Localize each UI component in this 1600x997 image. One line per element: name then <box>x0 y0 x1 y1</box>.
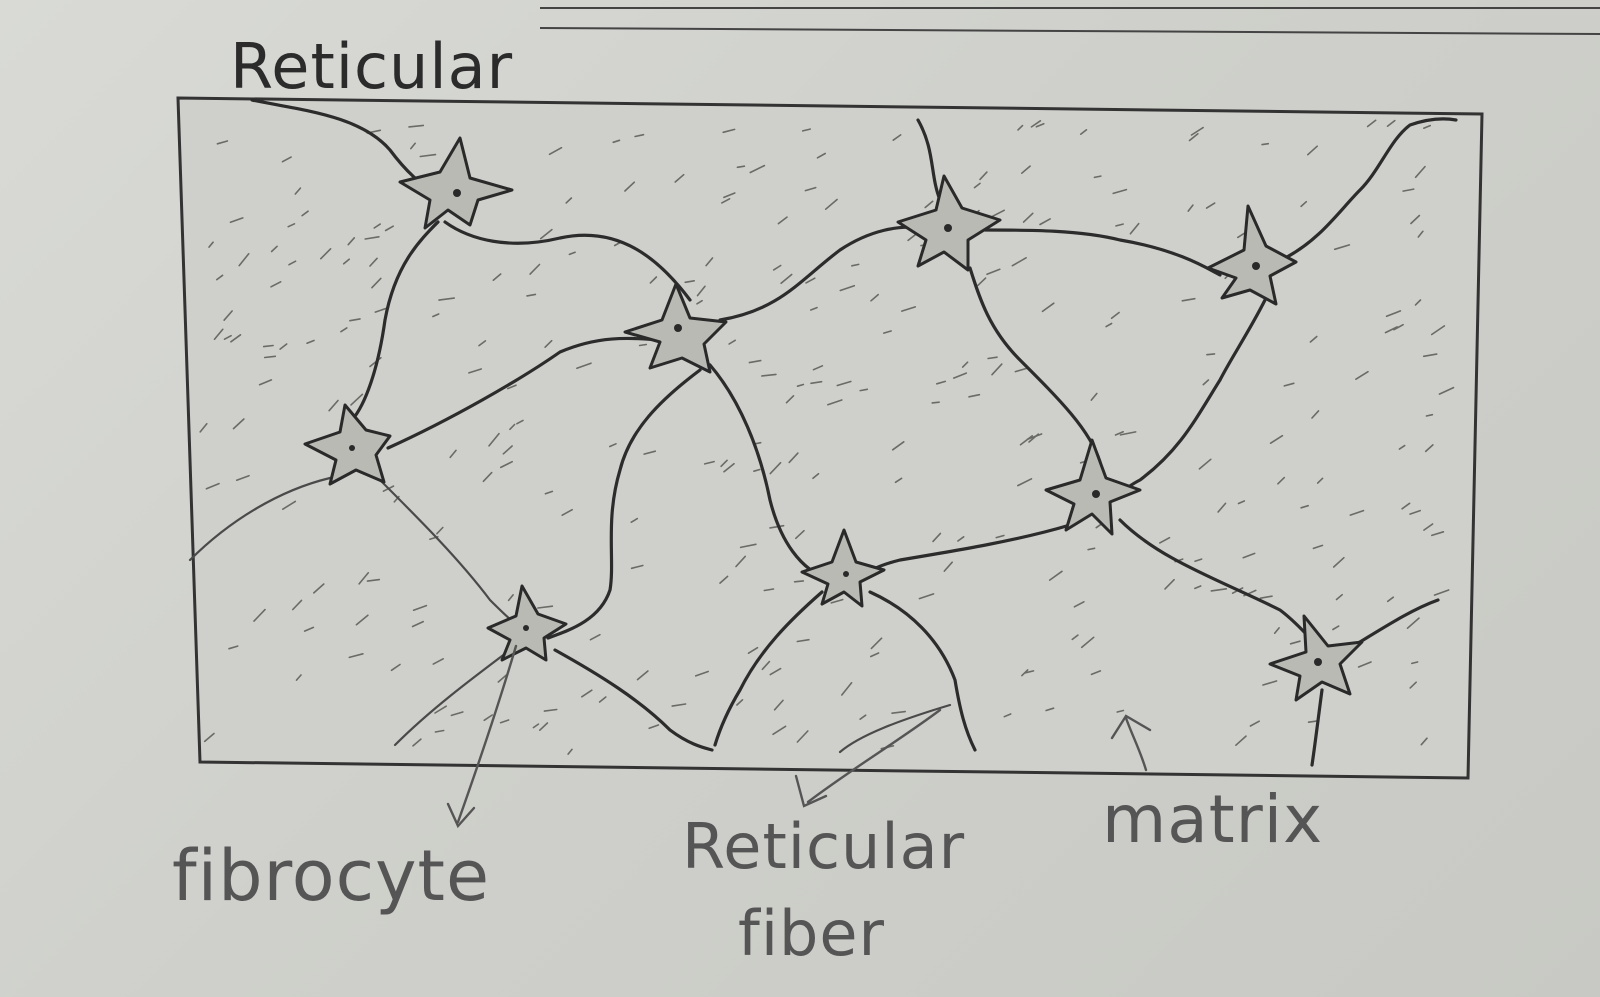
label-reticular-fiber-line1: Reticular <box>682 810 965 883</box>
label-matrix: matrix <box>1102 781 1323 858</box>
matrix-speck <box>264 346 273 347</box>
matrix-speck <box>795 581 804 582</box>
matrix-speck <box>737 166 744 167</box>
matrix-speck <box>1207 354 1215 355</box>
label-reticular-fiber-line2: fiber <box>738 897 885 970</box>
label-fibrocyte: fibrocyte <box>172 835 490 917</box>
ruled-line-second <box>540 28 1600 34</box>
matrix-speck <box>640 345 647 346</box>
matrix-speck <box>1262 144 1268 145</box>
matrix-speck <box>932 402 939 403</box>
diagram-title: Reticular <box>230 30 513 103</box>
